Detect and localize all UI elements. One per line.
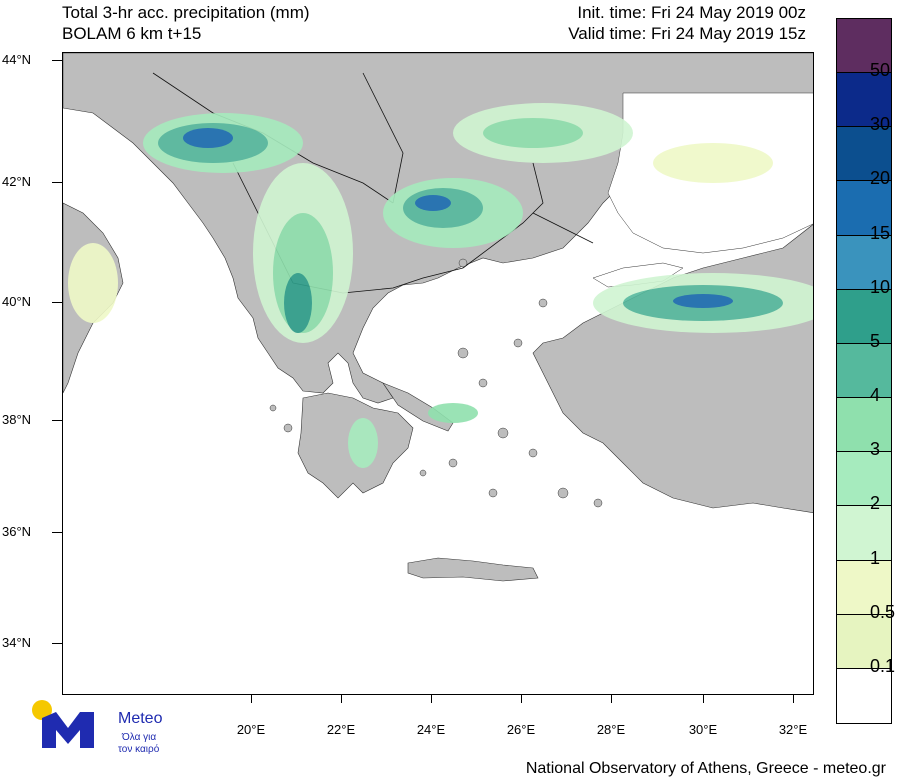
colorbar-cell <box>837 127 891 182</box>
colorbar-label: 10 <box>870 276 891 297</box>
colorbar-label: 1 <box>870 547 881 568</box>
logo-tagline-1: Όλα για <box>122 732 157 743</box>
colorbar-cell <box>837 506 891 561</box>
init-time: Init. time: Fri 24 May 2019 00z <box>577 3 806 22</box>
lat-label-36: 36°N <box>2 524 32 539</box>
colorbar-label: 0.1 <box>870 655 896 676</box>
colorbar-cell <box>837 398 891 453</box>
colorbar-label: 15 <box>870 222 891 243</box>
colorbar-cell <box>837 19 891 74</box>
colorbar-cell <box>837 73 891 128</box>
lat-label-42: 42°N <box>2 174 32 189</box>
colorbar-cell <box>837 668 891 723</box>
colorbar-cell <box>837 614 891 669</box>
colorbar-cell <box>837 560 891 615</box>
logo-name: Meteo <box>118 710 163 727</box>
colorbar-label: 0.5 <box>870 601 896 622</box>
lat-label-34: 34°N <box>2 635 32 650</box>
lon-label-22: 22°E <box>326 722 356 737</box>
meteo-logo-mark <box>32 700 94 748</box>
colorbar-label: 50 <box>870 60 891 81</box>
lat-label-40: 40°N <box>2 294 32 309</box>
title-line-2: BOLAM 6 km t+15 <box>62 24 202 43</box>
precipitation-field <box>68 103 813 468</box>
footer-credit: National Observatory of Athens, Greece -… <box>525 760 886 777</box>
colorbar-cell <box>837 181 891 236</box>
colorbar-label: 4 <box>870 385 881 406</box>
lon-label-28: 28°E <box>596 722 626 737</box>
lat-label-38: 38°N <box>2 412 32 427</box>
precipitation-colorbar <box>836 18 892 724</box>
title-line-1: Total 3-hr acc. precipitation (mm) <box>62 3 310 22</box>
map-title: Total 3-hr acc. precipitation (mm) BOLAM… <box>62 2 310 44</box>
colorbar-cell <box>837 289 891 344</box>
map-svg <box>63 53 813 694</box>
colorbar-label: 30 <box>870 114 891 135</box>
logo-tagline-2: τον καιρό <box>118 744 160 755</box>
colorbar-cell <box>837 235 891 290</box>
lon-label-32: 32°E <box>778 722 808 737</box>
valid-time: Valid time: Fri 24 May 2019 15z <box>568 24 806 43</box>
colorbar-cell <box>837 452 891 507</box>
lon-label-20: 20°E <box>236 722 266 737</box>
lon-label-26: 26°E <box>506 722 536 737</box>
land-crete <box>407 557 539 582</box>
colorbar-label: 2 <box>870 493 881 514</box>
lat-label-44: 44°N <box>2 52 32 67</box>
meteo-logo: Meteo Όλα για τον καιρό <box>30 700 190 760</box>
colorbar-label: 3 <box>870 439 881 460</box>
colorbar-label: 5 <box>870 330 881 351</box>
lon-label-24: 24°E <box>416 722 446 737</box>
lon-label-30: 30°E <box>688 722 718 737</box>
time-info: Init. time: Fri 24 May 2019 00z Valid ti… <box>568 2 806 44</box>
precipitation-map <box>62 52 814 695</box>
colorbar-cell <box>837 343 891 399</box>
colorbar-label: 20 <box>870 168 891 189</box>
